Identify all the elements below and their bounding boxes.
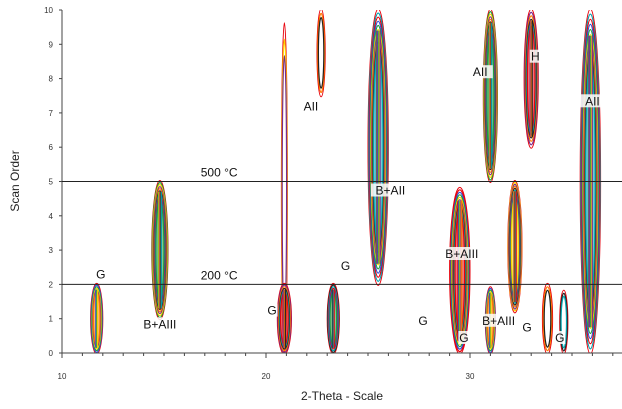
phase-label: B+AIII bbox=[445, 247, 478, 261]
x-tick-label: 10 bbox=[58, 372, 67, 381]
phase-label: G bbox=[522, 321, 531, 335]
contour-ring bbox=[278, 286, 291, 352]
phase-label-bg bbox=[529, 49, 541, 63]
phase-label: H bbox=[531, 50, 540, 64]
y-tick-label: 9 bbox=[49, 40, 54, 49]
contour-peak bbox=[280, 22, 288, 353]
phase-label-bg bbox=[579, 94, 605, 108]
y-tick-label: 10 bbox=[44, 6, 53, 15]
contour-ring bbox=[524, 15, 538, 142]
contour-ring bbox=[543, 289, 552, 348]
y-tick-label: 3 bbox=[49, 246, 54, 255]
y-tick-label: 8 bbox=[49, 75, 54, 84]
contour-peak bbox=[523, 10, 539, 149]
y-tick-label: 6 bbox=[49, 143, 54, 152]
x-tick-label: 20 bbox=[262, 372, 271, 381]
contour-peak bbox=[90, 282, 104, 353]
phase-label: G bbox=[418, 314, 427, 328]
contour-peak bbox=[276, 282, 292, 353]
phase-label: AII bbox=[585, 94, 600, 108]
y-tick-label: 4 bbox=[49, 212, 54, 221]
contour-ring bbox=[316, 10, 326, 98]
phase-label-bg bbox=[467, 65, 493, 79]
phase-label: B+AIII bbox=[143, 317, 176, 331]
phase-label-bg bbox=[417, 313, 429, 327]
phase-label: G bbox=[96, 268, 105, 282]
contour-ring bbox=[541, 282, 554, 353]
phase-label: G bbox=[267, 304, 276, 318]
reference-lines-layer: 200 °C 500 °C bbox=[62, 166, 622, 285]
phase-label: B+AIII bbox=[482, 314, 515, 328]
phase-label-bg bbox=[370, 183, 410, 197]
phase-label: G bbox=[459, 331, 468, 345]
phase-label-bg bbox=[136, 317, 183, 331]
contour-ring bbox=[317, 17, 325, 89]
phase-label: AII bbox=[473, 65, 488, 79]
contour-peak bbox=[541, 282, 554, 353]
annotations-layer: G B+AIII G AII G B+AII B+AIII G G B+AIII G G AII H AII bbox=[95, 49, 605, 345]
contour-peak bbox=[559, 289, 569, 353]
contour-peak bbox=[316, 10, 326, 98]
contour-ring bbox=[560, 295, 568, 349]
contour-ring bbox=[317, 12, 326, 94]
y-axis-title: Scan Order bbox=[8, 150, 22, 211]
phase-label: G bbox=[555, 331, 564, 345]
phase-label-bg bbox=[298, 99, 324, 113]
contour-peak bbox=[326, 282, 340, 353]
contour-ring bbox=[542, 286, 553, 352]
phase-label-bg bbox=[458, 331, 470, 344]
phase-label-bg bbox=[340, 259, 352, 272]
phase-label-bg bbox=[438, 247, 485, 260]
temperature-label: 200 °C bbox=[201, 268, 238, 282]
contour-ring bbox=[277, 284, 292, 353]
phase-label-bg bbox=[554, 331, 566, 344]
y-tick-label: 0 bbox=[49, 349, 54, 358]
y-tick-label: 5 bbox=[49, 178, 54, 187]
contour-ring bbox=[524, 11, 539, 146]
phase-label: B+AII bbox=[376, 184, 406, 198]
contour-peak bbox=[507, 180, 523, 314]
contour-peak bbox=[151, 180, 169, 321]
y-tick-label: 1 bbox=[49, 315, 54, 324]
contour-ring bbox=[559, 289, 569, 353]
phase-label-bg bbox=[521, 320, 533, 334]
contour-peak bbox=[367, 10, 389, 286]
contour-peak bbox=[482, 10, 498, 184]
phase-label-bg bbox=[95, 267, 107, 281]
x-axis-title: 2-Theta - Scale bbox=[301, 389, 383, 403]
y-tick-label: 2 bbox=[49, 280, 54, 289]
phase-label: G bbox=[341, 259, 350, 273]
x-tick-label: 30 bbox=[466, 372, 475, 381]
phase-label: AII bbox=[304, 100, 319, 114]
phase-label-bg bbox=[475, 313, 522, 327]
phase-label-bg bbox=[266, 303, 278, 317]
temperature-label: 500 °C bbox=[201, 166, 238, 180]
y-tick-label: 7 bbox=[49, 109, 54, 118]
contour-peak bbox=[449, 186, 471, 353]
contour-ring bbox=[559, 292, 568, 352]
